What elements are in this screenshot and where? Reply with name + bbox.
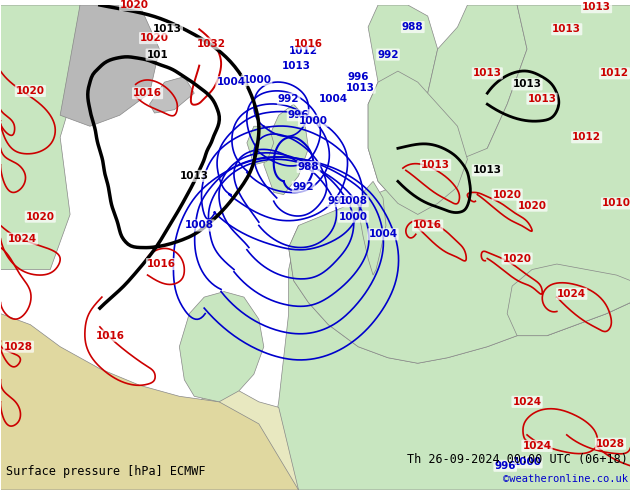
Text: 1013: 1013 <box>153 24 182 34</box>
Text: 1020: 1020 <box>493 190 522 199</box>
Text: 1000: 1000 <box>339 212 368 221</box>
Polygon shape <box>368 71 467 215</box>
Text: 1024: 1024 <box>557 289 586 299</box>
Text: 1024: 1024 <box>512 397 541 407</box>
Text: 1016: 1016 <box>147 259 176 269</box>
Polygon shape <box>358 181 386 275</box>
Text: 1016: 1016 <box>413 220 442 230</box>
Text: 1016: 1016 <box>133 88 162 98</box>
Text: 1020: 1020 <box>120 0 149 10</box>
Text: 1010: 1010 <box>602 198 631 208</box>
Text: 1028: 1028 <box>4 342 33 352</box>
Text: 988: 988 <box>402 22 424 32</box>
Text: 988: 988 <box>298 162 320 172</box>
Text: 1028: 1028 <box>596 439 625 449</box>
Text: 101: 101 <box>146 49 169 60</box>
Text: 1000: 1000 <box>299 116 328 126</box>
Text: ©weatheronline.co.uk: ©weatheronline.co.uk <box>503 474 628 484</box>
Text: 1020: 1020 <box>26 212 55 221</box>
Text: 1013: 1013 <box>582 2 611 12</box>
Text: 996: 996 <box>495 461 516 471</box>
Text: 1000: 1000 <box>512 458 541 467</box>
Text: 1008: 1008 <box>339 196 368 206</box>
Text: 1004: 1004 <box>319 94 348 104</box>
Text: 1016: 1016 <box>294 39 323 49</box>
Text: 1016: 1016 <box>95 331 124 341</box>
Text: 996: 996 <box>288 110 309 120</box>
Text: 1013: 1013 <box>527 94 557 104</box>
Text: 1020: 1020 <box>517 200 547 211</box>
Text: 1000: 1000 <box>242 75 271 85</box>
Polygon shape <box>507 264 630 336</box>
Text: 1013: 1013 <box>421 160 450 170</box>
Text: 1024: 1024 <box>8 234 37 244</box>
Text: 992: 992 <box>293 182 314 192</box>
Text: 992: 992 <box>377 49 399 60</box>
Text: 1012: 1012 <box>572 132 601 142</box>
Polygon shape <box>150 76 194 113</box>
Text: 1013: 1013 <box>346 83 375 93</box>
Text: Th 26-09-2024 00:00 UTC (06+18): Th 26-09-2024 00:00 UTC (06+18) <box>407 452 628 466</box>
Polygon shape <box>288 5 630 363</box>
Text: 1004: 1004 <box>368 229 398 239</box>
Polygon shape <box>269 225 630 490</box>
Polygon shape <box>368 5 437 110</box>
Polygon shape <box>1 314 299 490</box>
Text: 1020: 1020 <box>503 253 531 264</box>
Text: 1013: 1013 <box>180 171 209 181</box>
Text: 1020: 1020 <box>140 33 169 43</box>
Polygon shape <box>199 380 299 490</box>
Text: 1012: 1012 <box>289 46 318 56</box>
Text: 1013: 1013 <box>473 68 501 78</box>
Text: 1024: 1024 <box>522 441 552 451</box>
Text: 1013: 1013 <box>552 24 581 34</box>
Text: 1012: 1012 <box>600 68 629 78</box>
Polygon shape <box>264 104 309 195</box>
Text: 996: 996 <box>347 72 369 82</box>
Text: 1032: 1032 <box>197 39 226 49</box>
Text: 1013: 1013 <box>512 79 541 89</box>
Text: Surface pressure [hPa] ECMWF: Surface pressure [hPa] ECMWF <box>6 465 206 478</box>
Text: 996: 996 <box>328 196 349 206</box>
Text: 992: 992 <box>278 94 299 104</box>
Text: 1020: 1020 <box>16 86 45 96</box>
Polygon shape <box>247 126 274 165</box>
Text: 1004: 1004 <box>216 77 245 87</box>
Polygon shape <box>368 5 527 215</box>
Text: 1013: 1013 <box>282 61 311 71</box>
Polygon shape <box>1 5 80 270</box>
Text: 1008: 1008 <box>184 220 214 230</box>
Polygon shape <box>179 292 264 402</box>
Text: 1013: 1013 <box>473 165 501 175</box>
Polygon shape <box>60 5 160 126</box>
